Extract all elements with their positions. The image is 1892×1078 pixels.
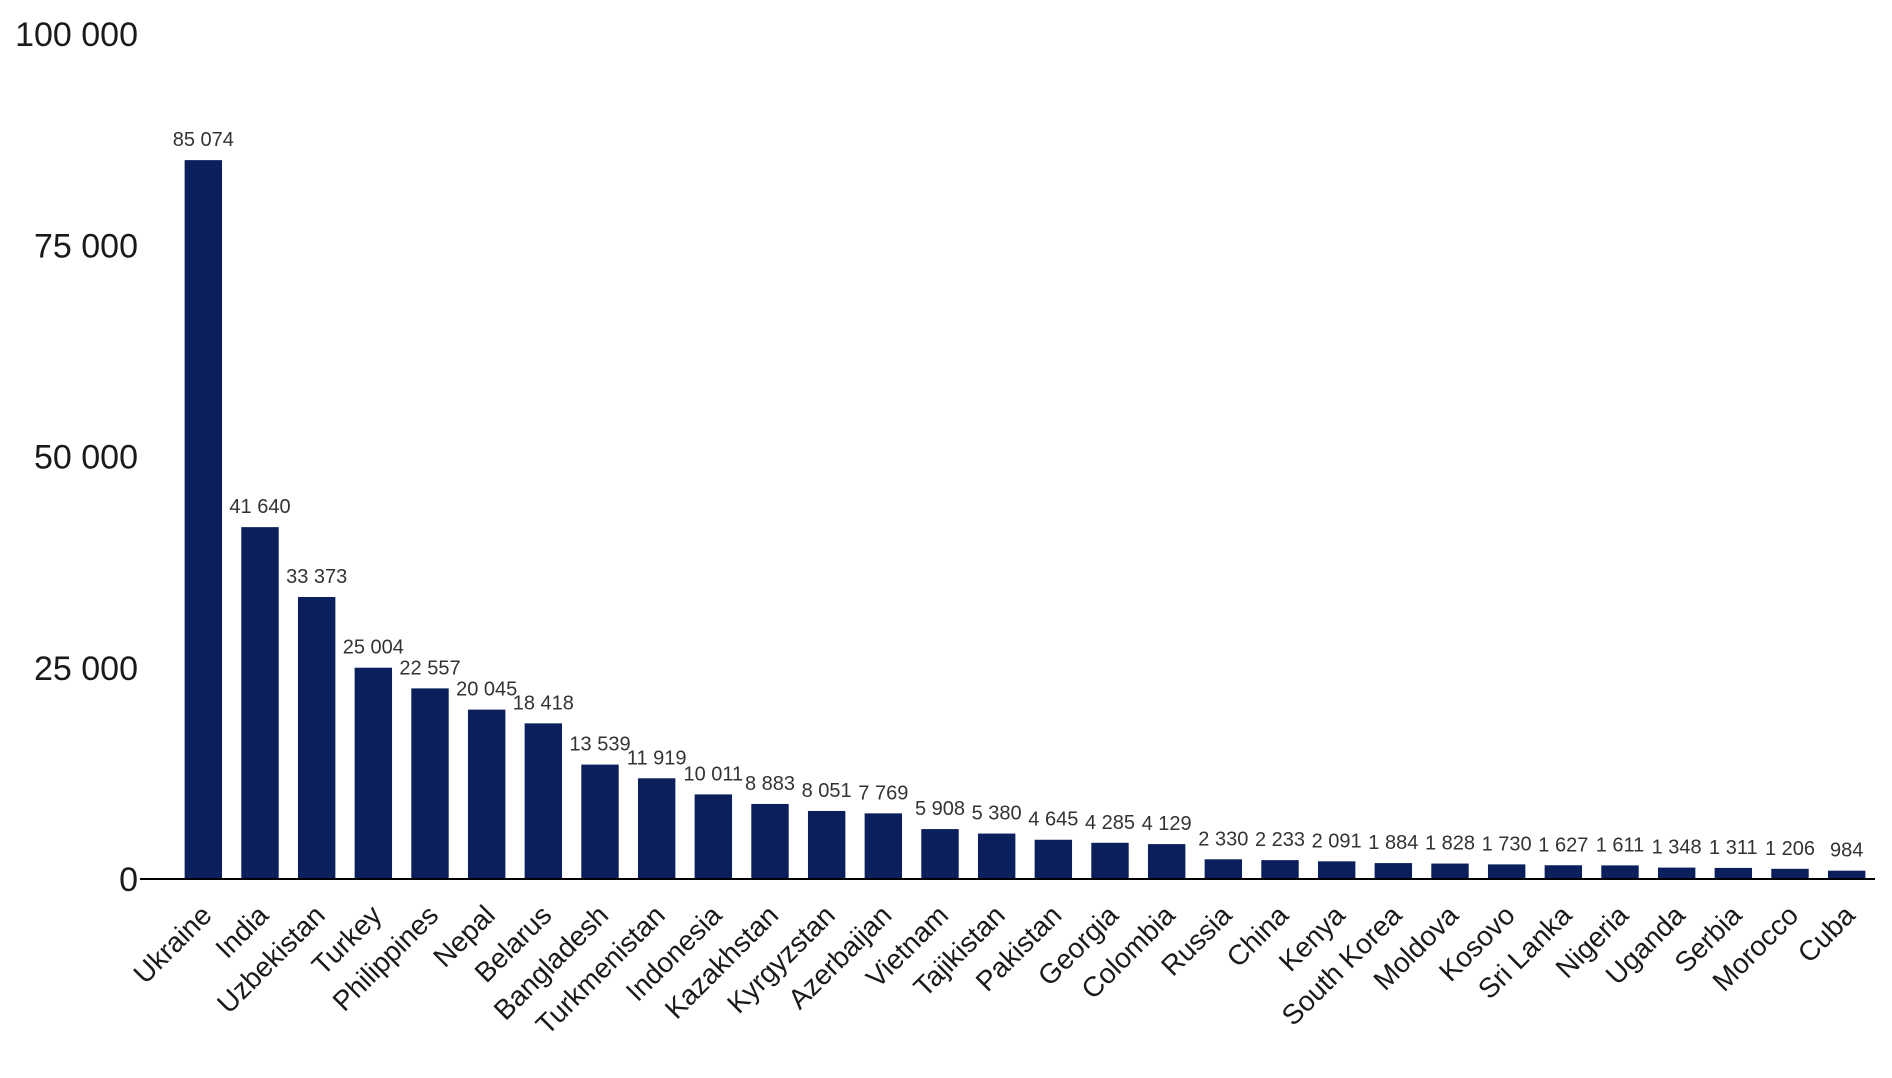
data-label: 4 129 [1142,813,1192,835]
bar [1374,863,1413,879]
y-tick-label: 100 000 [15,16,138,54]
data-label: 1 311 [1709,837,1758,859]
bar [1147,844,1186,879]
bar [411,688,449,879]
data-label: 7 769 [858,782,908,804]
data-label: 33 373 [286,566,347,588]
data-label: 1 611 [1596,834,1645,856]
data-label: 1 206 [1765,838,1815,860]
bar [297,596,336,879]
bar [241,527,279,879]
bar [1771,868,1809,879]
data-label: 25 004 [343,637,404,659]
bar [1827,870,1866,879]
bar [1431,863,1469,879]
bar [467,709,506,879]
data-label: 2 330 [1198,828,1248,850]
y-tick-label: 0 [119,861,138,899]
data-label: 4 645 [1028,809,1078,831]
bar [1317,861,1356,879]
data-label: 984 [1830,840,1863,862]
data-label: 20 045 [456,679,517,701]
data-label: 1 884 [1368,832,1418,854]
bars-group [184,160,1866,879]
data-label: 41 640 [229,496,290,518]
bar [1657,867,1696,879]
data-label: 8 051 [802,780,852,802]
bar [864,813,903,879]
data-label: 5 380 [972,803,1022,825]
bar [581,764,619,879]
bar [1487,864,1526,879]
data-label: 1 348 [1652,837,1702,859]
bar [354,667,393,879]
y-tick-label: 25 000 [34,650,138,688]
bar [1261,860,1299,879]
bar [524,723,563,879]
x-axis-ticks: UkraineIndiaUzbekistanTurkeyPhilippinesN… [127,899,1861,1040]
y-tick-label: 50 000 [34,439,138,477]
data-label: 2 233 [1255,829,1305,851]
bar [1204,859,1243,879]
x-tick-label: Cuba [1792,899,1862,969]
data-label: 85 074 [173,129,234,151]
data-label: 2 091 [1312,830,1362,852]
data-label: 11 919 [627,747,687,769]
bar [1091,842,1129,879]
bar [807,810,846,879]
bar [977,833,1016,879]
bar [1544,865,1583,879]
bar [694,794,733,879]
bar [751,803,789,879]
y-axis-ticks: 0 25 000 50 000 75 000 100 000 [15,16,138,899]
data-label: 8 883 [745,773,795,795]
bar [921,829,959,879]
x-tick-label: Ukraine [127,899,217,989]
data-label: 13 539 [569,734,630,756]
bar [1601,865,1639,879]
bar [637,778,676,879]
bar [1714,867,1753,879]
data-label: 22 557 [399,657,460,679]
data-label: 4 285 [1085,812,1135,834]
bar [184,160,223,879]
data-label: 18 418 [513,692,574,714]
data-label: 1 627 [1538,834,1588,856]
bar [1034,839,1073,879]
data-label: 1 828 [1425,833,1475,855]
data-label: 1 730 [1482,833,1532,855]
data-label: 10 011 [683,763,743,785]
data-label: 5 908 [915,798,965,820]
y-tick-label: 75 000 [34,227,138,265]
